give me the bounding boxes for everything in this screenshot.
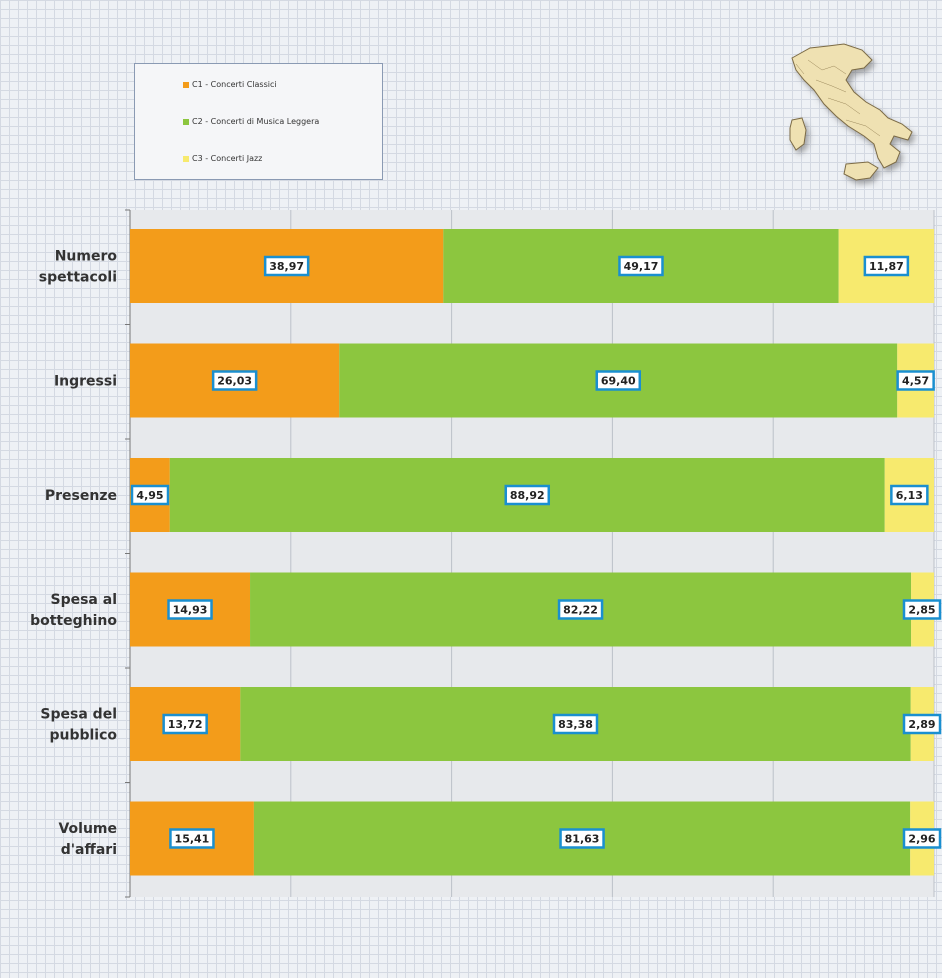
data-label-box (896, 370, 935, 391)
data-label-box (130, 484, 170, 506)
italy-mainland-shape (791, 43, 913, 169)
legend-item-c1: C1 - Concerti Classici (183, 80, 277, 89)
data-label-box (902, 599, 942, 620)
data-label-box (263, 255, 310, 277)
data-label: 2,96 (908, 833, 935, 846)
sicily-shape (843, 161, 879, 181)
legend-swatch-c3 (183, 155, 189, 162)
data-label: 82,22 (563, 604, 598, 617)
data-label-box (595, 370, 642, 391)
data-label: 2,89 (908, 718, 935, 731)
data-label-box (167, 599, 213, 620)
vertical-gridlines (290, 210, 935, 897)
category-label: Ingressi (54, 374, 117, 390)
data-label: 11,87 (869, 260, 904, 273)
legend-label-c1: C1 - Concerti Classici (192, 80, 277, 89)
data-label: 13,72 (168, 718, 203, 731)
data-label-box (169, 828, 215, 849)
data-label: 6,13 (896, 489, 923, 502)
data-label: 69,40 (601, 375, 636, 388)
data-label-box (162, 713, 208, 735)
data-label: 15,41 (175, 833, 210, 846)
legend-label-c2: C2 - Concerti di Musica Leggera (192, 117, 320, 126)
data-label: 4,57 (902, 375, 929, 388)
background-bands (130, 210, 934, 897)
category-labels-layer: Numero spettacoli Ingressi Presenze Spesa al… (30, 249, 117, 859)
data-label: 26,03 (217, 375, 252, 388)
legend-item-c3: C3 - Concerti Jazz (183, 154, 262, 163)
category-label: Spesa del pubblico (40, 707, 117, 744)
category-axis (125, 209, 131, 898)
data-label-box (902, 713, 942, 735)
data-label-box (559, 828, 605, 849)
data-label: 14,93 (173, 604, 208, 617)
data-label: 4,95 (136, 489, 163, 502)
chart-legend: C1 - Concerti Classici C2 - Concerti di … (134, 63, 383, 180)
data-label-box (890, 484, 929, 506)
italy-map-image (789, 43, 913, 181)
category-label: Volume d'affari (58, 821, 117, 858)
data-label-box (557, 599, 604, 620)
sardinia-shape (789, 117, 807, 151)
category-label: Presenze (45, 488, 117, 504)
data-label-box (504, 484, 551, 506)
data-label: 83,38 (558, 718, 593, 731)
data-label: 88,92 (510, 489, 545, 502)
data-label: 38,97 (269, 260, 304, 273)
data-label-box (211, 370, 258, 391)
legend-item-c2: C2 - Concerti di Musica Leggera (183, 117, 319, 126)
category-label: Spesa al botteghino (30, 592, 117, 629)
data-labels-layer: 38,97 49,17 11,87 26,03 69,40 4,57 4,95 88,92 6,… (130, 255, 942, 849)
data-label-box (902, 828, 942, 849)
legend-swatch-c1 (183, 81, 189, 88)
category-label: Numero spettacoli (39, 249, 118, 286)
legend-swatch-c2 (183, 118, 189, 125)
region-borders (795, 59, 881, 137)
data-label-box (618, 255, 664, 277)
data-label: 2,85 (908, 604, 935, 617)
data-label: 49,17 (624, 260, 659, 273)
data-label-box (552, 713, 599, 735)
data-label: 81,63 (565, 833, 600, 846)
legend-label-c3: C3 - Concerti Jazz (192, 154, 263, 163)
data-label-box (863, 255, 910, 277)
